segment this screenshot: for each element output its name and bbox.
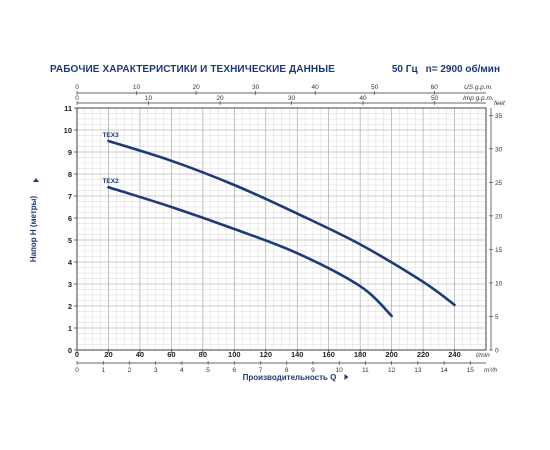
- y-tick-label: 11: [64, 104, 72, 113]
- m3h-tick-label: 8: [285, 367, 289, 374]
- y-tick-label: 7: [68, 192, 72, 201]
- us-gpm-tick-label: 30: [252, 84, 260, 91]
- frequency-label: 50 Гц: [391, 64, 418, 75]
- feet-tick-label: 10: [495, 280, 503, 287]
- x-tick-label: 240: [448, 350, 461, 359]
- m3h-tick-label: 4: [180, 367, 184, 374]
- series-label-tex3: TEX3: [102, 132, 119, 139]
- feet-tick-label: 0: [495, 348, 499, 355]
- us-gpm-tick-label: 50: [371, 84, 379, 91]
- feet-tick-label: 20: [495, 213, 503, 220]
- x-tick-label: 180: [354, 350, 367, 359]
- chart-grid: [76, 107, 487, 351]
- us-gpm-tick-label: 40: [312, 84, 320, 91]
- x-tick-label: 100: [228, 350, 241, 359]
- feet-tick-label: 25: [495, 180, 503, 187]
- feet-tick-label: 35: [495, 113, 503, 120]
- feet-unit-label: feet: [494, 100, 506, 107]
- m3h-tick-label: 15: [467, 367, 475, 374]
- x-tick-label: 140: [291, 350, 304, 359]
- imp-gpm-unit-label: Imp g.p.m.: [463, 95, 494, 102]
- series-line-tex2: [107, 185, 393, 318]
- operating-conditions: 50 Гц n= 2900 об/мин: [384, 64, 500, 75]
- us-gpm-tick-label: 0: [75, 84, 79, 91]
- imp-gpm-tick-label: 50: [431, 95, 439, 102]
- us-gpm-tick-label: 10: [133, 84, 141, 91]
- m3h-tick-label: 14: [440, 367, 448, 374]
- us-gpm-tick-label: 60: [431, 84, 439, 91]
- chart-header: РАБОЧИЕ ХАРАКТЕРИСТИКИ И ТЕХНИЧЕСКИЕ ДАН…: [50, 64, 500, 80]
- imp-gpm-tick-label: 10: [145, 95, 153, 102]
- m3h-tick-label: 13: [414, 367, 422, 374]
- x-tick-label: 60: [167, 350, 175, 359]
- m3h-tick-label: 10: [336, 367, 344, 374]
- x-tick-label: 20: [104, 350, 112, 359]
- x-tick-label: 80: [199, 350, 207, 359]
- y-tick-label: 10: [64, 126, 72, 135]
- x-axis-title: Производительность Q: [243, 373, 337, 382]
- y-tick-label: 8: [68, 170, 72, 179]
- m3h-unit-label: m³/h: [484, 367, 497, 374]
- feet-tick-label: 30: [495, 146, 503, 153]
- m3h-tick-label: 5: [206, 367, 210, 374]
- x-tick-label: 220: [417, 350, 430, 359]
- x-unit-label: l/min: [476, 352, 490, 359]
- y-tick-label: 6: [68, 214, 72, 223]
- m3h-tick-label: 2: [128, 367, 132, 374]
- y-tick-label: 4: [68, 258, 73, 267]
- m3h-tick-label: 3: [154, 367, 158, 374]
- x-tick-label: 40: [136, 350, 144, 359]
- m3h-tick-label: 6: [232, 367, 236, 374]
- imp-gpm-tick-label: 30: [288, 95, 296, 102]
- m3h-tick-label: 11: [362, 367, 369, 374]
- imp-gpm-tick-label: 20: [216, 95, 224, 102]
- x-axis-arrow-icon: [344, 374, 349, 380]
- y-tick-label: 1: [68, 324, 72, 333]
- m3h-tick-label: 1: [101, 367, 105, 374]
- y-tick-label: 2: [68, 302, 72, 311]
- y-tick-label: 9: [68, 148, 72, 157]
- series-line-tex3: [107, 139, 456, 307]
- chart-marks: TEX3 TEX2: [102, 132, 456, 318]
- plot-frame: [76, 107, 487, 351]
- imp-gpm-tick-label: 0: [75, 95, 79, 102]
- chart-title: РАБОЧИЕ ХАРАКТЕРИСТИКИ И ТЕХНИЧЕСКИЕ ДАН…: [50, 64, 335, 75]
- speed-label: n= 2900 об/мин: [425, 64, 500, 75]
- x-tick-label: 0: [75, 350, 79, 359]
- x-tick-label: 200: [385, 350, 398, 359]
- y-tick-label: 0: [68, 346, 72, 355]
- us-gpm-tick-label: 20: [192, 84, 200, 91]
- m3h-tick-label: 7: [259, 367, 263, 374]
- x-tick-label: 120: [260, 350, 273, 359]
- series-label-tex2: TEX2: [102, 178, 119, 185]
- x-tick-label: 160: [322, 350, 335, 359]
- y-tick-label: 5: [68, 236, 72, 245]
- us-gpm-unit-label: US g.p.m.: [464, 84, 493, 91]
- m3h-tick-label: 9: [311, 367, 315, 374]
- y-axis-arrow-icon: [33, 178, 39, 182]
- feet-tick-label: 15: [495, 247, 503, 254]
- imp-gpm-tick-label: 40: [359, 95, 367, 102]
- feet-tick-label: 5: [495, 314, 499, 321]
- y-axis-title: Напор H (метры): [29, 196, 38, 263]
- m3h-tick-label: 12: [388, 367, 396, 374]
- y-tick-label: 3: [68, 280, 72, 289]
- m3h-tick-label: 0: [75, 367, 79, 374]
